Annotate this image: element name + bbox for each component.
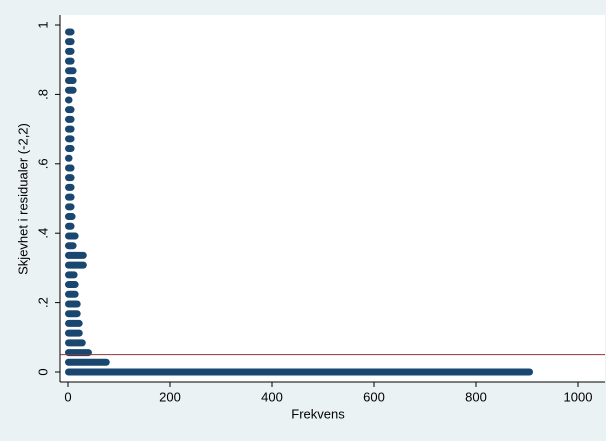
y-tick-label: 0 [35,368,50,375]
x-tick-label: 1000 [564,389,593,404]
y-tick-label: .4 [35,228,50,239]
x-tick-label: 800 [465,389,487,404]
x-tick-label: 0 [64,389,71,404]
x-tick-label: 600 [363,389,385,404]
y-axis-title: Skjevhet i residualer (-2,2) [15,123,30,275]
x-tick-label: 200 [159,389,181,404]
y-tick-label: .2 [35,297,50,308]
y-tick-label: 1 [35,21,50,28]
y-tick-label: .6 [35,158,50,169]
plot-area [60,15,605,382]
x-tick-label: 400 [261,389,283,404]
y-tick-label: .8 [35,89,50,100]
x-axis-title: Frekvens [291,406,345,421]
